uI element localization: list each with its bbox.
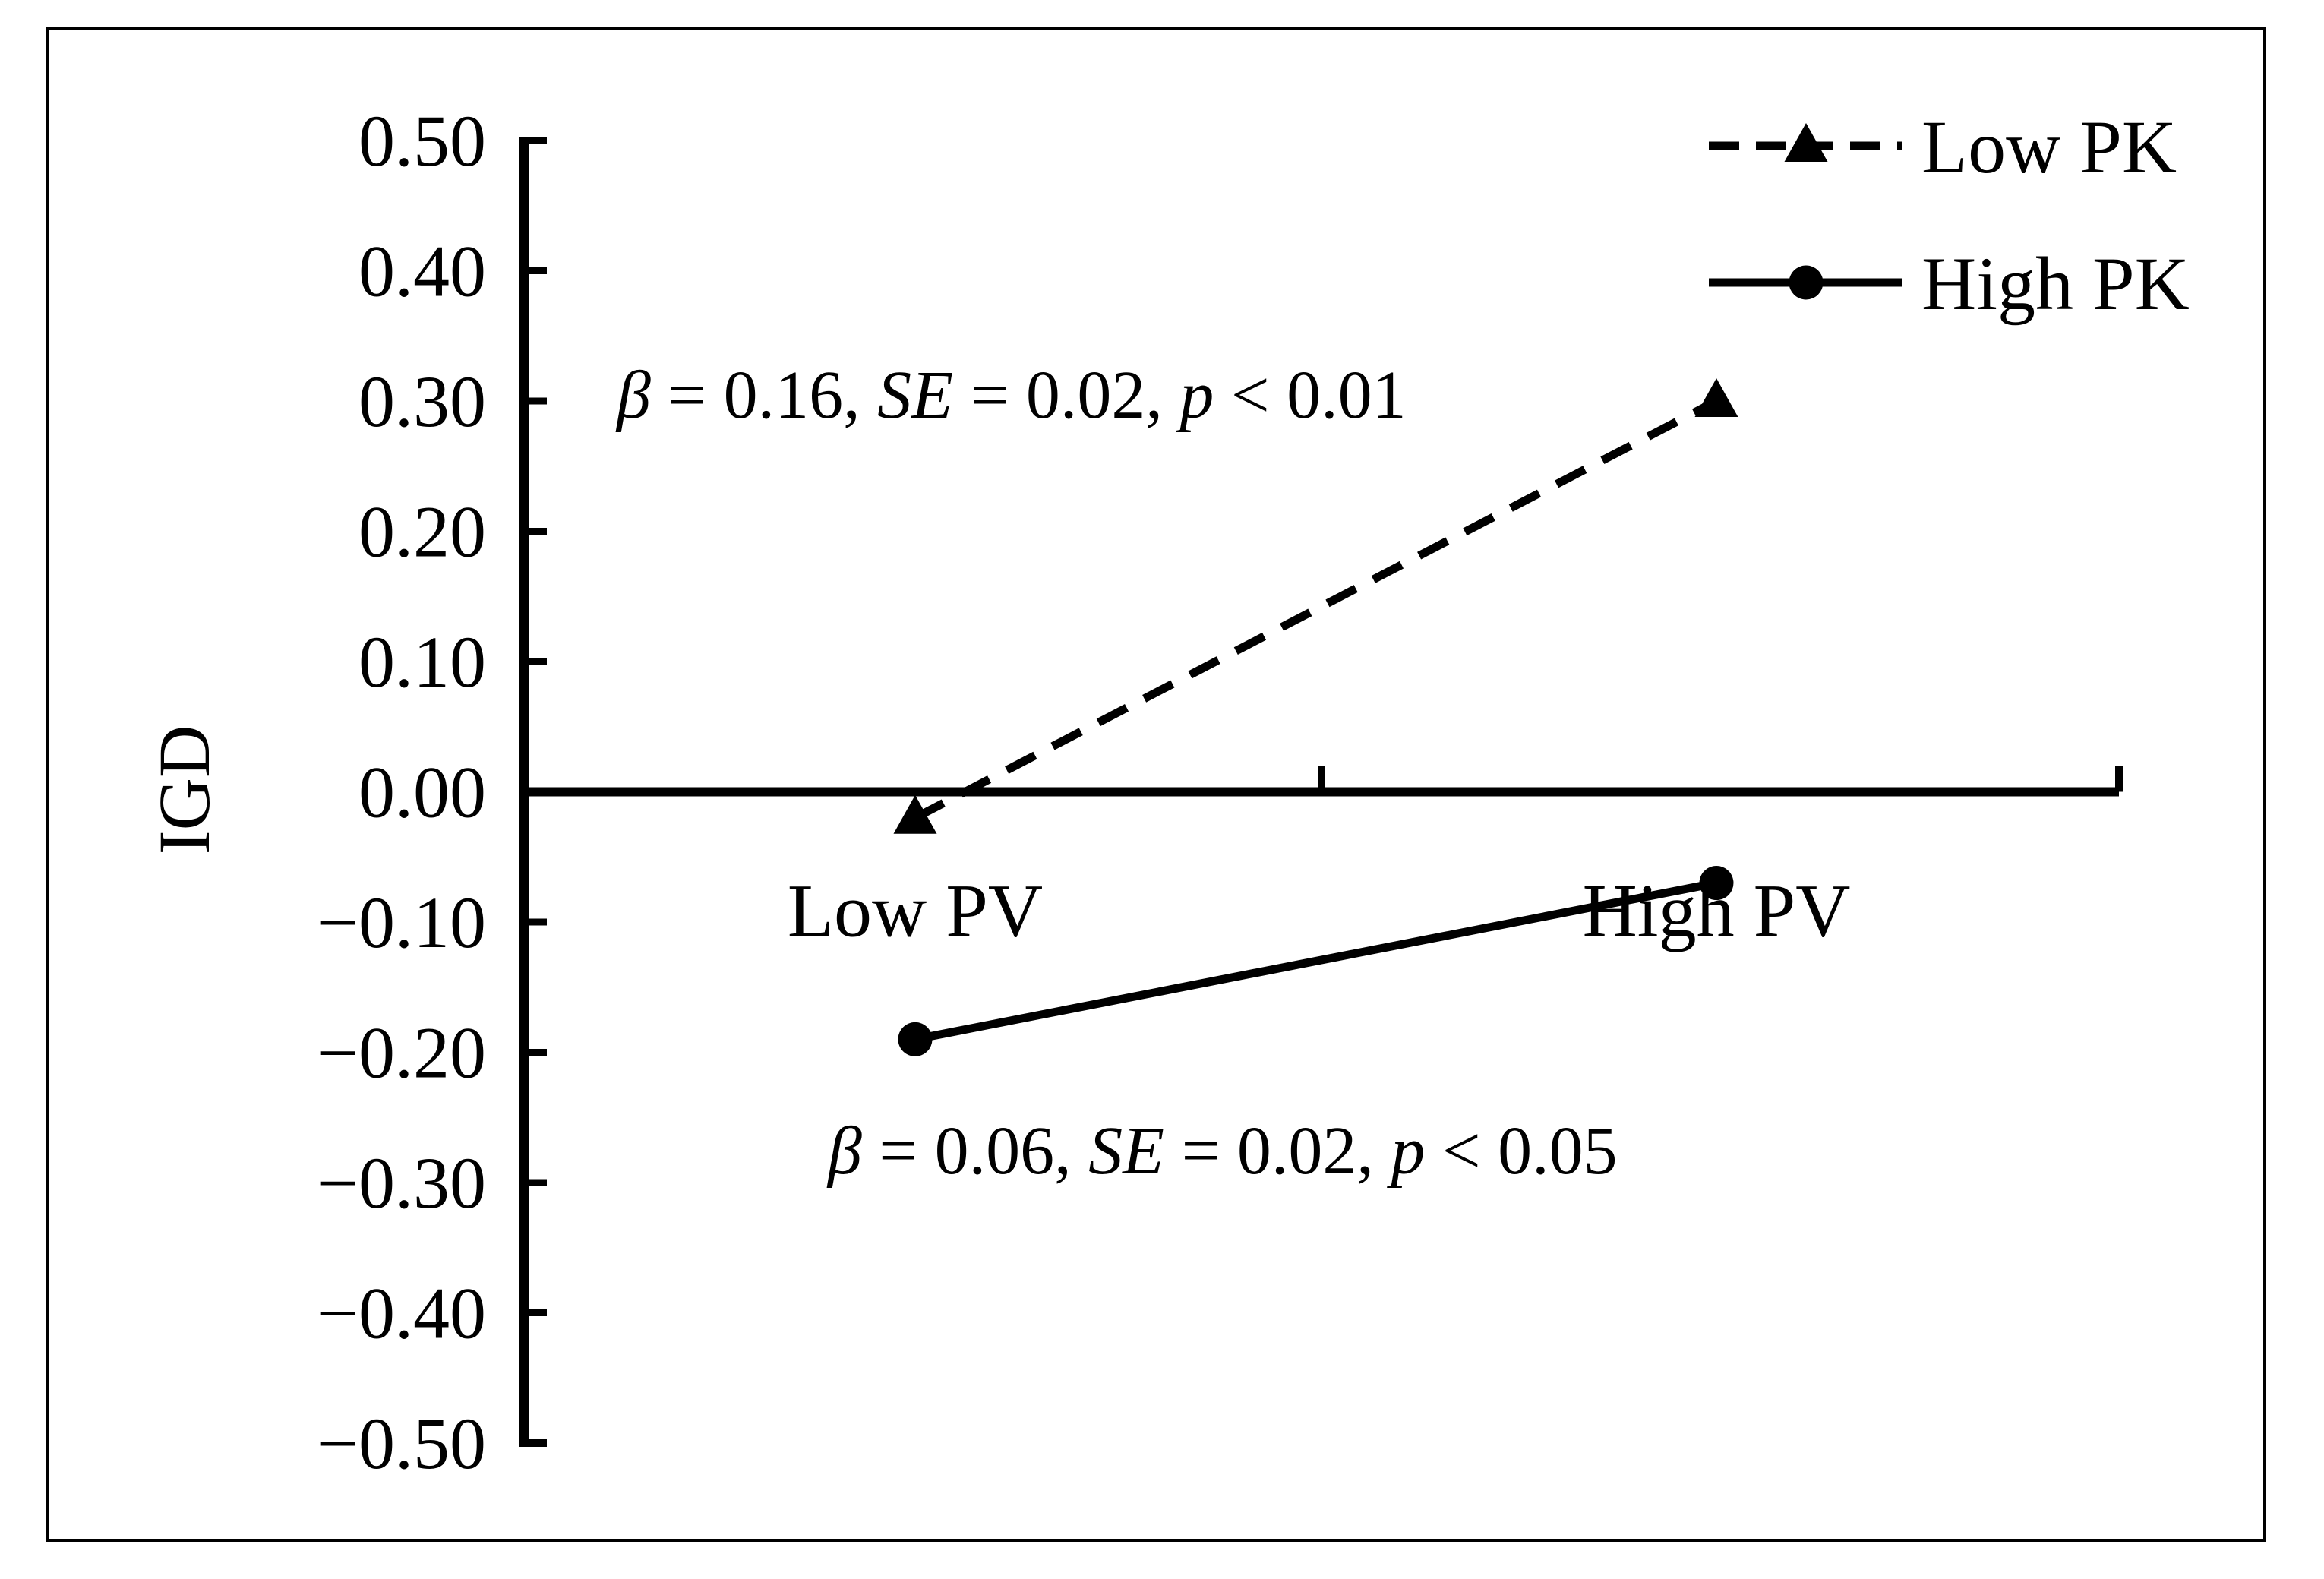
x-axis: Low PV High PV bbox=[524, 766, 2123, 953]
x-category-label: Low PV bbox=[788, 869, 1043, 953]
y-tick-label: 0.10 bbox=[358, 621, 486, 703]
y-tick-label: 0.40 bbox=[358, 231, 486, 312]
y-tick-label: −0.50 bbox=[317, 1403, 486, 1484]
legend: Low PK High PK bbox=[1709, 105, 2190, 326]
y-tick-label: −0.20 bbox=[317, 1012, 486, 1094]
y-tick-label: 0.30 bbox=[358, 361, 486, 442]
y-tick-label: −0.10 bbox=[317, 882, 486, 963]
y-tick-label: 0.50 bbox=[358, 100, 486, 182]
y-tick-label: −0.40 bbox=[317, 1273, 486, 1354]
annotation-low-pk: β = 0.16, SE = 0.02, p < 0.01 bbox=[615, 358, 1407, 433]
y-axis: 0.50 0.40 0.30 0.20 0.10 0.00 −0.10 −0.20 −0.30 −… bbox=[317, 100, 547, 1484]
y-axis-title: IGD bbox=[144, 725, 225, 855]
annotation-high-pk: β = 0.06, SE = 0.02, p < 0.05 bbox=[826, 1113, 1618, 1189]
data-point-high-pk bbox=[898, 1022, 933, 1056]
series-layer bbox=[893, 378, 1738, 1056]
data-point-low-pk bbox=[1694, 378, 1738, 417]
data-point-low-pk bbox=[893, 794, 937, 834]
y-tick-label: −0.30 bbox=[317, 1142, 486, 1224]
data-point-high-pk bbox=[1699, 866, 1734, 901]
legend-marker bbox=[1784, 123, 1828, 162]
legend-label: Low PK bbox=[1921, 105, 2177, 189]
y-tick-label: 0.00 bbox=[358, 752, 486, 833]
legend-marker bbox=[1789, 265, 1824, 300]
series-line-low-pk bbox=[913, 397, 1719, 822]
y-tick-label: 0.20 bbox=[358, 491, 486, 573]
legend-label: High PK bbox=[1921, 242, 2190, 326]
series-line-high-pk bbox=[914, 879, 1718, 1044]
